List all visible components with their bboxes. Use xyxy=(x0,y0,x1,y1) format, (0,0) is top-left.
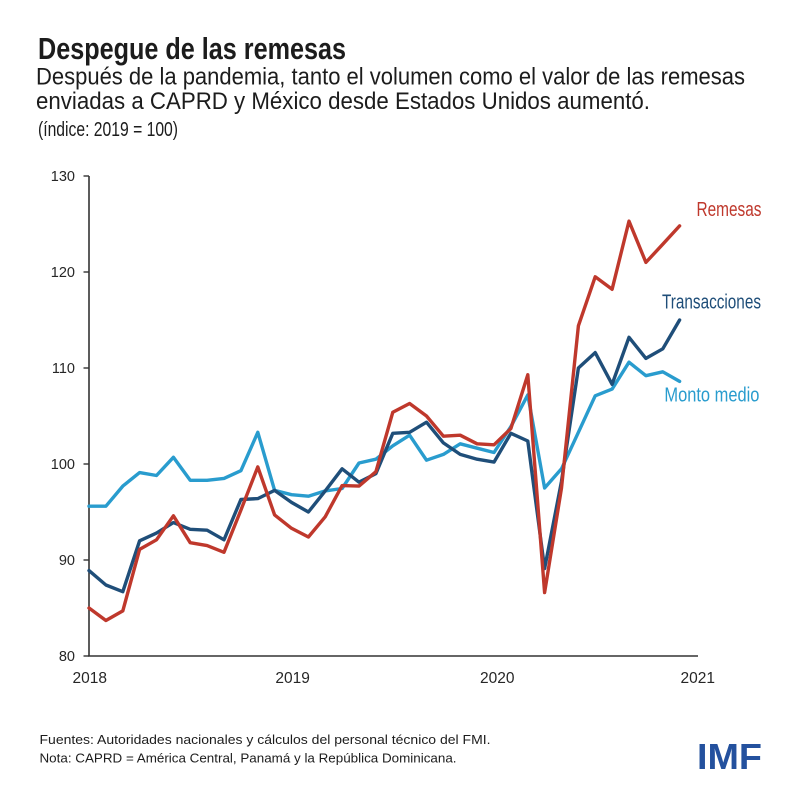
svg-text:IMF: IMF xyxy=(697,736,762,777)
svg-text:2019: 2019 xyxy=(275,670,309,687)
svg-text:2021: 2021 xyxy=(681,670,715,687)
svg-text:Fuentes: Autoridades nacionale: Fuentes: Autoridades nacionales y cálcul… xyxy=(40,732,491,747)
svg-text:(índice: 2019 = 100): (índice: 2019 = 100) xyxy=(38,119,178,141)
svg-text:Después de la pandemia, tanto: Después de la pandemia, tanto el volumen… xyxy=(36,64,745,91)
svg-text:130: 130 xyxy=(51,169,75,185)
svg-text:90: 90 xyxy=(59,553,75,569)
svg-text:110: 110 xyxy=(52,361,75,377)
svg-text:100: 100 xyxy=(51,457,75,473)
svg-text:enviadas a CAPRD y México desd: enviadas a CAPRD y México desde Estados … xyxy=(36,88,650,115)
svg-text:Nota: CAPRD = América Central,: Nota: CAPRD = América Central, Panamá y … xyxy=(40,751,457,766)
svg-text:Monto medio: Monto medio xyxy=(664,385,759,407)
svg-text:Remesas: Remesas xyxy=(697,199,762,221)
svg-text:2018: 2018 xyxy=(73,670,107,687)
svg-text:2020: 2020 xyxy=(480,670,515,687)
svg-text:120: 120 xyxy=(51,265,75,281)
svg-text:Transacciones: Transacciones xyxy=(662,292,761,314)
svg-text:Despegue de las remesas: Despegue de las remesas xyxy=(38,31,346,66)
svg-text:80: 80 xyxy=(59,649,75,665)
